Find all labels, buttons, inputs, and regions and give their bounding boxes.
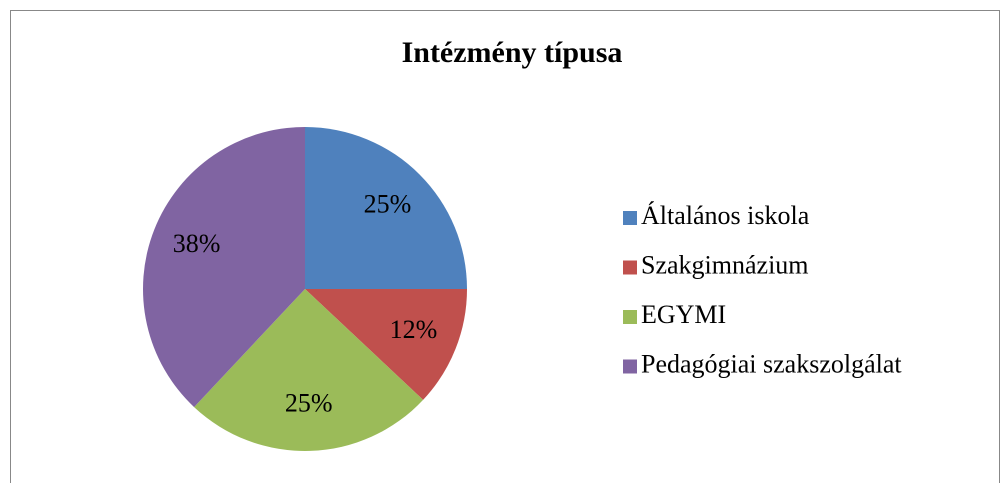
pie-slice [194,289,424,452]
legend-label: Szakgimnázium [641,250,809,279]
chart-title: Intézmény típusa [402,36,623,69]
chart-border [10,10,1000,483]
data-label: 38% [173,229,221,258]
legend-swatch [623,260,637,275]
pie-slice [142,127,305,408]
legend-swatch [623,359,637,374]
legend-swatch [623,211,637,225]
data-label: 25% [285,389,333,418]
legend-label: EGYMI [641,300,726,329]
legend-label: Pedagógiai szakszolgálat [641,349,902,378]
legend-label: Általános iskola [641,201,810,230]
data-label: 12% [390,315,438,344]
legend-swatch [623,310,637,324]
data-label: 25% [364,189,412,218]
pie-slice [305,127,467,289]
pie-slice [305,289,468,400]
